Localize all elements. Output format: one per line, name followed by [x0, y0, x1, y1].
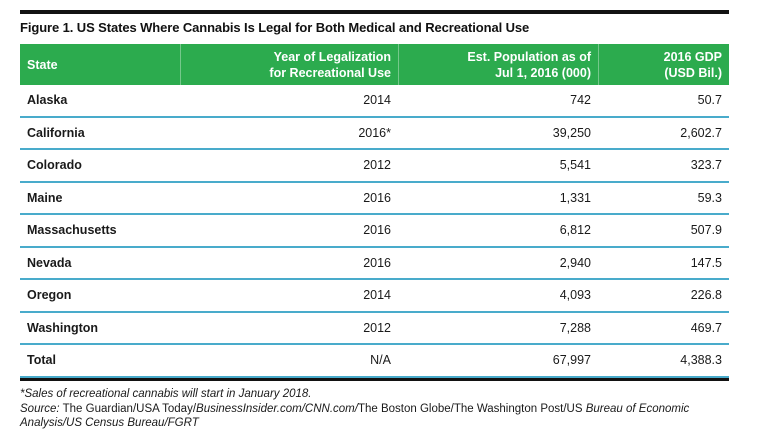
cell-year: 2012	[363, 158, 391, 173]
table-row: Alaska 2014 742 50.7	[20, 85, 729, 118]
cell-year: 2016	[363, 190, 391, 205]
cell-state: Total	[27, 353, 56, 368]
bottom-rule	[20, 377, 729, 381]
header-cell-year: Year of Legalization for Recreational Us…	[180, 44, 398, 85]
table-row: Colorado 2012 5,541 323.7	[20, 150, 729, 183]
cell-gdp: 2,602.7	[680, 125, 722, 140]
cell-state: Oregon	[27, 288, 72, 303]
cell-gdp: 147.5	[690, 255, 722, 270]
header-population-line2: Jul 1, 2016 (000)	[495, 65, 591, 80]
cell-population: 2,940	[559, 255, 591, 270]
cell-year: 2014	[363, 93, 391, 108]
cell-population: 39,250	[552, 125, 591, 140]
source-seg1: The Guardian/USA Today/	[59, 402, 197, 415]
table-row: Oregon 2014 4,093 226.8	[20, 280, 729, 313]
cell-gdp: 226.8	[690, 288, 722, 303]
cell-year: 2016	[363, 223, 391, 238]
cell-state: Massachusetts	[27, 223, 117, 238]
source-seg3: The Boston Globe/The Washington Post/US	[357, 402, 586, 415]
cell-year: 2014	[363, 288, 391, 303]
cell-year: N/A	[370, 353, 391, 368]
figure-title: Figure 1. US States Where Cannabis Is Le…	[20, 20, 530, 35]
cell-population: 7,288	[559, 320, 591, 335]
cell-state: Nevada	[27, 255, 72, 270]
cell-state: Maine	[27, 190, 63, 205]
header-cell-gdp: 2016 GDP (USD Bil.)	[598, 44, 729, 85]
header-cell-population: Est. Population as of Jul 1, 2016 (000)	[398, 44, 598, 85]
table-row: Nevada 2016 2,940 147.5	[20, 248, 729, 280]
cell-state: Colorado	[27, 158, 82, 173]
cell-gdp: 323.7	[690, 158, 722, 173]
footnotes: *Sales of recreational cannabis will sta…	[20, 381, 732, 430]
cell-gdp: 59.3	[697, 190, 722, 205]
cell-year: 2016	[363, 255, 391, 270]
cell-population: 4,093	[559, 288, 591, 303]
header-population-line1: Est. Population as of	[467, 49, 591, 64]
header-state-label: State	[27, 57, 58, 72]
header-year-line1: Year of Legalization	[273, 49, 391, 64]
header-year-line2: for Recreational Use	[269, 65, 391, 80]
cell-state: Washington	[27, 320, 99, 335]
cell-year: 2016*	[358, 125, 391, 140]
table-row: Maine 2016 1,331 59.3	[20, 183, 729, 215]
cell-population: 5,541	[559, 158, 591, 173]
top-rule	[20, 10, 729, 14]
source-label: Source:	[20, 402, 60, 415]
footnote-asterisk: *Sales of recreational cannabis will sta…	[20, 387, 312, 400]
table-row: Washington 2012 7,288 469.7	[20, 313, 729, 345]
cell-state: Alaska	[27, 93, 68, 108]
cell-gdp: 50.7	[697, 93, 722, 108]
table-row: California 2016* 39,250 2,602.7	[20, 118, 729, 150]
header-cell-state: State	[20, 44, 180, 85]
cell-population: 742	[570, 93, 591, 108]
cell-gdp: 469.7	[690, 320, 722, 335]
cell-population: 67,997	[552, 353, 591, 368]
table-row: Massachusetts 2016 6,812 507.9	[20, 215, 729, 248]
cell-population: 1,331	[559, 190, 591, 205]
cannabis-states-table: State Year of Legalization for Recreatio…	[20, 44, 729, 381]
cell-gdp: 4,388.3	[680, 353, 722, 368]
cell-population: 6,812	[559, 223, 591, 238]
table-header-row: State Year of Legalization for Recreatio…	[20, 44, 729, 85]
cell-state: California	[27, 125, 85, 140]
cell-gdp: 507.9	[690, 223, 722, 238]
footnote-source: Source: The Guardian/USA Today/BusinessI…	[20, 402, 732, 430]
table-row-total: Total N/A 67,997 4,388.3	[20, 345, 729, 378]
source-seg2: BusinessInsider.com/CNN.com/	[196, 402, 358, 415]
header-gdp-line1: 2016 GDP	[663, 49, 722, 64]
figure-page: Figure 1. US States Where Cannabis Is Le…	[20, 10, 732, 430]
cell-year: 2012	[363, 320, 391, 335]
header-gdp-line2: (USD Bil.)	[664, 65, 722, 80]
source-seg4: Bureau of Economic Analysis/US Census Bu…	[20, 402, 690, 429]
